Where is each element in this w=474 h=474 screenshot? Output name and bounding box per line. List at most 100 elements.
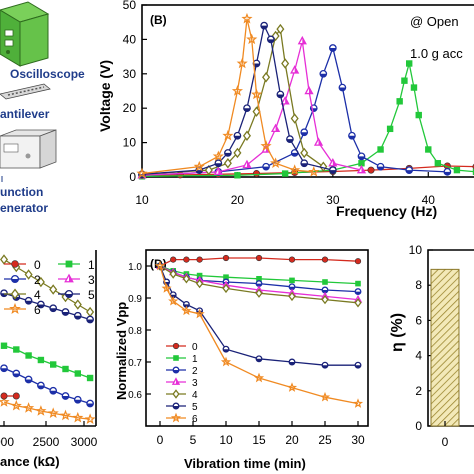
- panel-b-y-tick-label: 50: [123, 0, 137, 12]
- panel-b-series-1-point: [406, 60, 413, 67]
- panel-d-series-6-point: [253, 372, 265, 383]
- panel-e-y-tick-label: 6: [415, 313, 422, 327]
- panel-b-series-3-point: [304, 85, 314, 95]
- panel-d-series-0-point: [255, 254, 263, 262]
- panel-b-series-2-point: [338, 83, 347, 92]
- panel-d-series-1-point: [196, 272, 203, 279]
- panel-d-series-6-line: [159, 265, 359, 405]
- cantilever-label: antilever: [0, 107, 50, 121]
- panel-c-xlabel: ance (kΩ): [0, 454, 60, 469]
- panel-b-series-2-point: [300, 128, 309, 137]
- panel-b-series-0-point: [367, 166, 375, 174]
- panel-d-series-4-point: [195, 278, 204, 289]
- panel-e-bar: [430, 268, 460, 427]
- panel-c-series-5-point: [49, 304, 58, 313]
- panel-c-series-6-point: [47, 407, 59, 418]
- panel-c-series-6-point: [72, 411, 84, 423]
- panel-b-series-6-point: [222, 129, 234, 141]
- panel-d-series-5-point: [321, 361, 329, 369]
- panel-b-series-0-point: [176, 171, 184, 179]
- panel-c-x-tick-label: 000: [0, 435, 14, 449]
- panel-d-legend-3-marker: [171, 377, 181, 385]
- panel-d-x-tick-label: 5: [190, 433, 197, 447]
- panel-b-series-1-point: [410, 84, 418, 91]
- panel-b-series-6-point: [236, 57, 248, 69]
- panel-b-series-6-point: [308, 165, 320, 177]
- panel-d-legend-5-label: 5: [192, 402, 198, 413]
- panel-b-x-tick-label: 10: [135, 193, 149, 207]
- panel-d-series-4-point: [354, 298, 362, 308]
- panel-b-series-1-point: [415, 111, 422, 119]
- panel-c-series-0-point: [12, 392, 20, 400]
- panel-d-series-6-point: [286, 382, 298, 392]
- panel-b-series-2-point: [329, 44, 337, 52]
- panel-b-y-tick-label: 20: [123, 101, 137, 115]
- panel-c-series-6-point: [0, 396, 10, 407]
- panel-b-xlabel: Frequency (Hz): [336, 203, 437, 219]
- panel-d-legend-6-label: 6: [192, 414, 198, 425]
- function-generator-icon: [0, 129, 57, 182]
- panel-d-series-4-point: [288, 291, 296, 302]
- panel-d-x-tick-label: 20: [285, 433, 299, 447]
- panel-e-ylabel: η (%): [389, 313, 406, 352]
- panel-b-series-5-point: [276, 90, 285, 99]
- panel-d-chart: (D) Vibration time (min) Normalized Vpp …: [114, 249, 369, 471]
- panel-b-series-5-point: [329, 166, 337, 174]
- panel-b-series-5-point: [233, 131, 242, 140]
- panel-d-series-5-line: [159, 265, 358, 366]
- panel-b-series-3-point: [270, 123, 281, 133]
- panel-d-series-6-point: [168, 295, 179, 306]
- panel-b-x-tick-label: 30: [326, 193, 340, 207]
- panel-d-legend-1-marker: [173, 355, 179, 361]
- oscilloscope-icon: [0, 1, 50, 67]
- panel-d-series-6-point: [194, 308, 205, 319]
- panel-d-series-0-point: [196, 256, 203, 263]
- panel-d-series-6-point: [319, 391, 331, 402]
- panel-b-series-3-point: [242, 159, 252, 169]
- panel-b-series-1-point: [425, 146, 432, 153]
- panel-c-series-6-point: [23, 402, 35, 413]
- panel-b-series-6-point: [246, 33, 258, 45]
- panel-b-series-3-point: [356, 164, 367, 174]
- panel-e-y-tick-label: 2: [415, 384, 422, 398]
- panel-d-xlabel: Vibration time (min): [184, 456, 306, 471]
- panel-c-series-5-point: [86, 315, 94, 324]
- function-generator-label-line2: enerator: [0, 201, 48, 215]
- setup-panel: Oscilloscope antilever unction enerator: [0, 1, 85, 215]
- panel-b-series-1-point: [386, 125, 394, 133]
- panel-d-x-tick-label: 0: [157, 433, 164, 447]
- panel-c-series-2-point: [24, 375, 33, 384]
- panel-d-series-5-point: [288, 358, 296, 366]
- panel-b-series-6-point: [193, 160, 205, 172]
- oscilloscope-label: Oscilloscope: [10, 67, 85, 81]
- panel-d-y-tick-label: 0.7: [128, 358, 142, 369]
- panel-c-series-6-point: [35, 405, 47, 416]
- panel-c-series-1-point: [74, 370, 81, 377]
- panel-c-series-4-point: [0, 254, 9, 265]
- panel-c-legend-0-label: 0: [34, 258, 41, 272]
- panel-c-series-1-point: [50, 361, 57, 368]
- panel-c-series-5-point: [0, 289, 8, 298]
- panel-b-series-4-point: [252, 106, 261, 117]
- panel-d-series-6-point: [220, 356, 232, 367]
- panel-c-series-0-point: [0, 392, 8, 400]
- panel-c-legend-3-label: 3: [88, 273, 95, 287]
- panel-b-series-1-point: [401, 77, 408, 84]
- panel-b-y-tick-label: 10: [123, 136, 137, 150]
- panel-d-legend-1-label: 1: [192, 354, 198, 365]
- panel-e-x-tick-label: 0: [442, 435, 449, 449]
- panel-d-series-0-point: [222, 254, 230, 262]
- panel-c-series-2-point: [61, 392, 70, 400]
- panel-d-series-5-point: [222, 345, 230, 353]
- panel-c-legend-6-label: 6: [34, 303, 41, 317]
- panel-d-legend-6-marker: [170, 412, 182, 423]
- panel-b-chart: (B) @ Open 1.0 g acc Frequency (Hz) Volt…: [97, 0, 474, 219]
- panel-b-series-1-point: [281, 170, 289, 177]
- panel-d-series-1-point: [256, 276, 262, 282]
- panel-b-annotation-1: @ Open: [410, 14, 459, 29]
- panel-b-series-6-point: [136, 167, 148, 179]
- panel-d-series-1-point: [322, 279, 328, 285]
- panel-d-series-4-point: [169, 269, 177, 279]
- panel-b-y-tick-label: 40: [123, 32, 137, 46]
- panel-b-series-4-point: [281, 58, 290, 69]
